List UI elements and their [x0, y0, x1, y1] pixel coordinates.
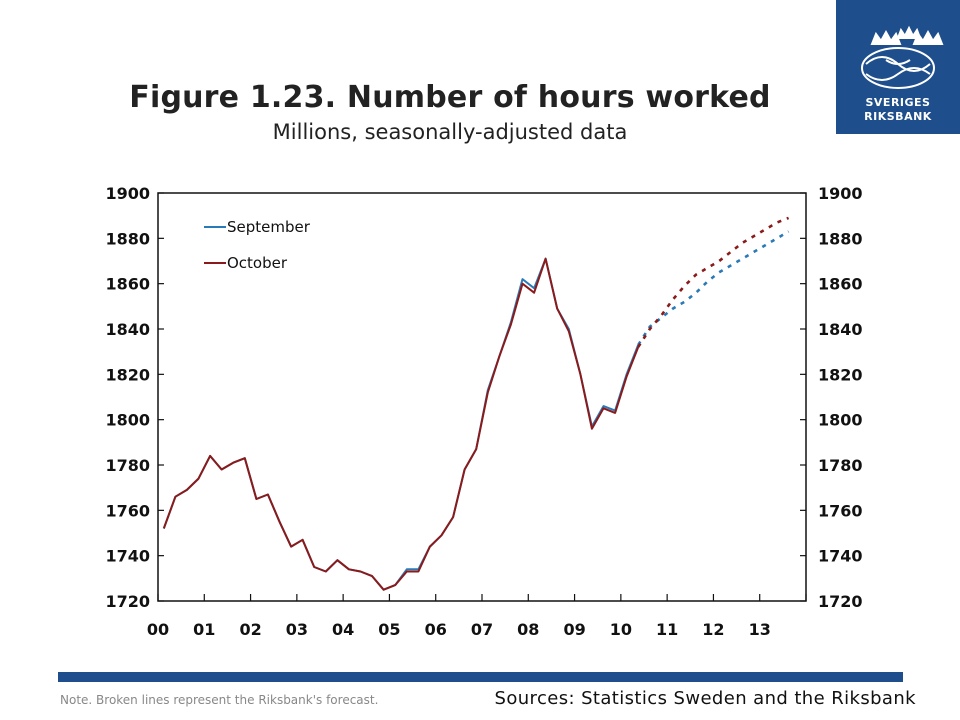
x-tick-label: 00: [147, 620, 169, 639]
y-tick-label-right: 1720: [818, 592, 863, 611]
line-chart: 1720 1720 1740 1740 1760 1760 1780 1780 1800 1800…: [105, 184, 863, 639]
forecast-note: Note. Broken lines represent the Riksban…: [60, 693, 379, 707]
x-tick-label: 01: [193, 620, 215, 639]
legend-label-september: September: [227, 218, 311, 236]
y-tick-label-right: 1820: [818, 365, 863, 384]
chart-title: Figure 1.23. Number of hours worked: [129, 80, 771, 115]
x-tick-label: 02: [239, 620, 261, 639]
y-tick-label-left: 1760: [105, 501, 150, 520]
y-tick-label-right: 1740: [818, 547, 863, 566]
x-tick-label: 11: [656, 620, 678, 639]
series-line-september: [162, 257, 640, 591]
chart-subtitle: Millions, seasonally-adjusted data: [272, 120, 628, 144]
y-tick-label-left: 1800: [105, 411, 150, 430]
x-tick-label: 05: [378, 620, 400, 639]
x-tick-label: 04: [332, 620, 354, 639]
y-tick-label-left: 1820: [105, 365, 150, 384]
legend-box: [164, 207, 334, 279]
y-tick-label-left: 1860: [105, 275, 150, 294]
y-tick-label-right: 1800: [818, 411, 863, 430]
y-tick-label-right: 1780: [818, 456, 863, 475]
logo-text-sveriges: SVERIGES: [865, 96, 931, 109]
y-tick-label-left: 1900: [105, 184, 150, 203]
y-tick-label-right: 1760: [818, 501, 863, 520]
x-tick-label: 12: [702, 620, 724, 639]
y-tick-label-right: 1900: [818, 184, 863, 203]
footer-bar: [58, 672, 903, 682]
y-tick-label-left: 1720: [105, 592, 150, 611]
x-tick-label: 08: [517, 620, 539, 639]
y-tick-label-right: 1840: [818, 320, 863, 339]
series-forecast-october: [637, 216, 790, 348]
sources-text: Sources: Statistics Sweden and the Riksb…: [494, 688, 916, 709]
y-tick-label-right: 1860: [818, 275, 863, 294]
legend-label-october: October: [227, 254, 288, 272]
x-tick-label: 09: [563, 620, 585, 639]
y-tick-label-right: 1880: [818, 229, 863, 248]
y-tick-label-left: 1880: [105, 229, 150, 248]
x-tick-label: 13: [749, 620, 771, 639]
x-tick-label: 10: [610, 620, 632, 639]
y-tick-label-left: 1780: [105, 456, 150, 475]
riksbank-emblem-icon: [861, 25, 944, 89]
y-tick-label-left: 1840: [105, 320, 150, 339]
logo-text-riksbank: RIKSBANK: [864, 110, 932, 123]
y-tick-label-left: 1740: [105, 547, 150, 566]
riksbank-logo: SVERIGES RIKSBANK: [836, 0, 960, 134]
series-forecast-september: [637, 230, 790, 346]
x-tick-label: 07: [471, 620, 493, 639]
x-tick-label: 06: [425, 620, 447, 639]
series-line-october: [162, 257, 640, 591]
x-tick-label: 03: [286, 620, 308, 639]
